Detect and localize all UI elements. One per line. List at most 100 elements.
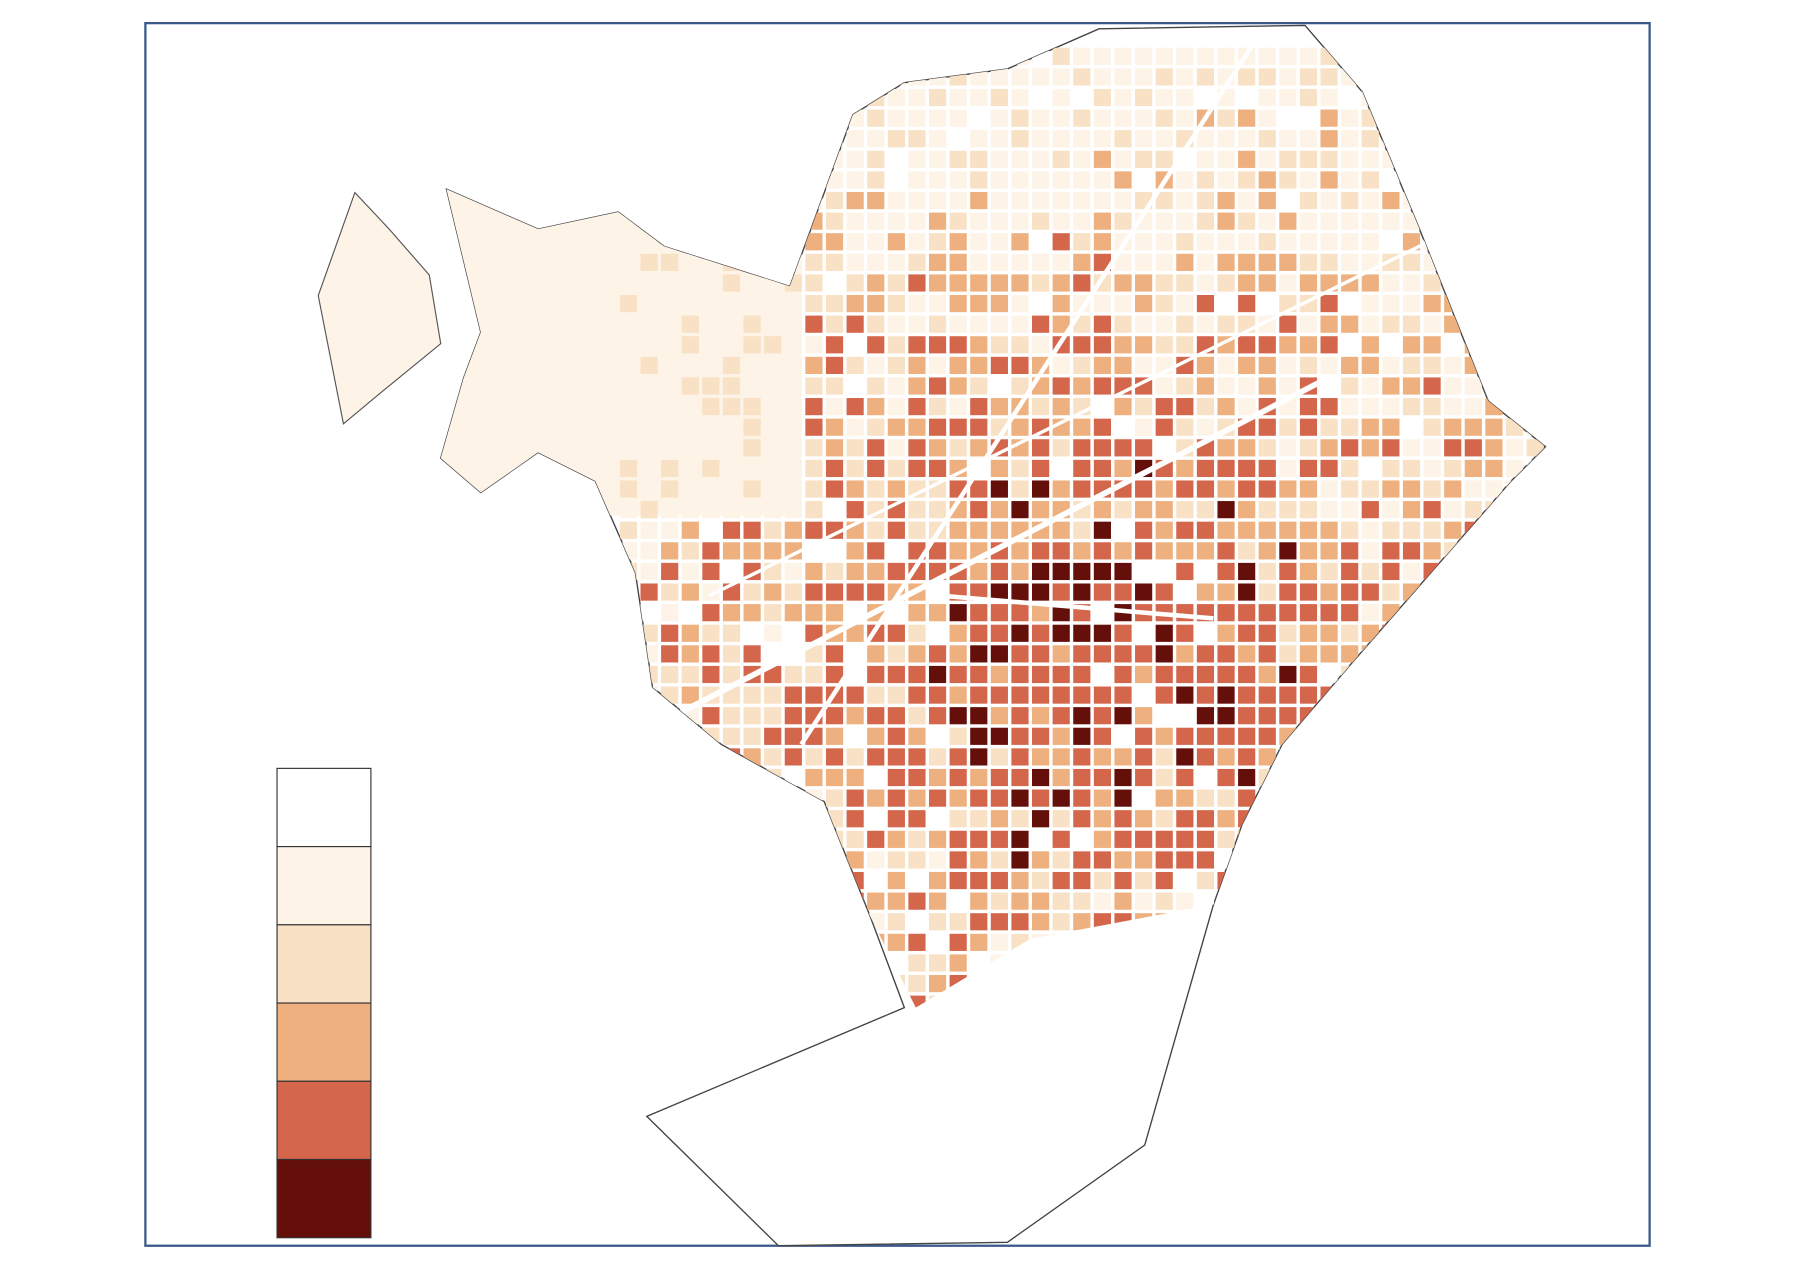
- block: [1114, 295, 1132, 313]
- block: [990, 274, 1008, 292]
- block: [928, 830, 947, 848]
- block: [1196, 542, 1215, 560]
- block: [867, 150, 885, 168]
- block: [1299, 439, 1318, 457]
- block: [702, 501, 720, 519]
- block: [722, 459, 741, 478]
- block: [990, 830, 1008, 848]
- block: [681, 418, 699, 436]
- block: [1258, 130, 1276, 148]
- block: [1196, 645, 1215, 663]
- block: [1032, 645, 1050, 663]
- block: [1217, 707, 1235, 725]
- block: [1382, 336, 1400, 354]
- block: [1361, 398, 1379, 416]
- block: [970, 274, 988, 292]
- block: [702, 274, 720, 292]
- block: [1320, 212, 1338, 230]
- block: [1258, 562, 1276, 581]
- block: [1444, 356, 1462, 374]
- block: [661, 418, 679, 436]
- block: [1279, 233, 1297, 251]
- block: [1341, 604, 1359, 622]
- block: [1238, 480, 1256, 498]
- block: [1135, 88, 1153, 107]
- block: [1341, 583, 1359, 601]
- block: [887, 789, 905, 807]
- block: [1238, 727, 1256, 745]
- block: [1135, 109, 1153, 127]
- block: [1073, 150, 1091, 168]
- block: [970, 336, 988, 354]
- block: [1423, 459, 1441, 478]
- block: [970, 954, 988, 972]
- block: [1073, 191, 1091, 210]
- block: [1032, 830, 1050, 848]
- block: [764, 727, 782, 745]
- block: [908, 686, 926, 704]
- block: [1093, 171, 1111, 189]
- block: [1052, 768, 1070, 787]
- block: [1238, 233, 1256, 251]
- block: [887, 459, 905, 478]
- block: [1114, 768, 1132, 787]
- block: [1217, 521, 1235, 539]
- block: [1073, 521, 1091, 539]
- block: [1238, 459, 1256, 478]
- block: [1279, 377, 1297, 395]
- block: [970, 913, 988, 931]
- block: [640, 562, 658, 581]
- block: [970, 665, 988, 684]
- block: [1011, 707, 1029, 725]
- block: [887, 913, 905, 931]
- block: [1402, 439, 1421, 457]
- block: [1011, 501, 1029, 519]
- block: [1464, 480, 1482, 498]
- block: [1032, 439, 1050, 457]
- block: [1155, 47, 1173, 65]
- block: [702, 459, 720, 478]
- block: [681, 604, 699, 622]
- block: [1196, 253, 1215, 271]
- block: [1176, 109, 1194, 127]
- block: [1279, 501, 1297, 519]
- block: [1176, 748, 1194, 766]
- block: [846, 171, 864, 189]
- block: [1073, 665, 1091, 684]
- block: [949, 851, 967, 869]
- block: [1258, 624, 1276, 642]
- block: [619, 315, 638, 333]
- block: [1155, 665, 1173, 684]
- block: [908, 191, 926, 210]
- block: [1217, 604, 1235, 622]
- block: [846, 377, 864, 395]
- block: [928, 933, 947, 951]
- block: [825, 480, 844, 498]
- block: [1176, 871, 1194, 890]
- block: [1196, 727, 1215, 745]
- block: [1176, 88, 1194, 107]
- block: [1258, 356, 1276, 374]
- block: [1258, 295, 1276, 313]
- block: [1155, 191, 1173, 210]
- block: [1341, 212, 1359, 230]
- block: [1341, 150, 1359, 168]
- block: [1279, 707, 1297, 725]
- block: [1011, 665, 1029, 684]
- block: [1155, 109, 1173, 127]
- block: [1155, 521, 1173, 539]
- block: [1114, 810, 1132, 828]
- block: [1299, 336, 1318, 354]
- block: [846, 789, 864, 807]
- block: [825, 645, 844, 663]
- block: [1238, 253, 1256, 271]
- block: [681, 624, 699, 642]
- block: [825, 295, 844, 313]
- block: [1052, 439, 1070, 457]
- block: [743, 583, 761, 601]
- block: [1258, 253, 1276, 271]
- block: [1011, 810, 1029, 828]
- block: [1093, 47, 1111, 65]
- block: [1176, 542, 1194, 560]
- block: [1402, 356, 1421, 374]
